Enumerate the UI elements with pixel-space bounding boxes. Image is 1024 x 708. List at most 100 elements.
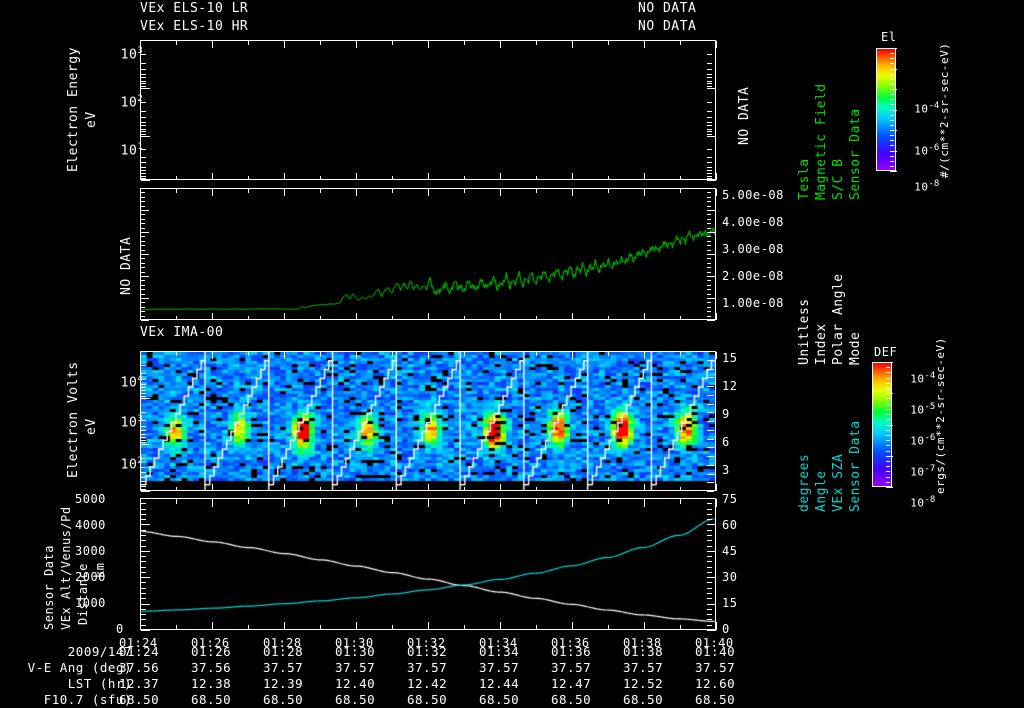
tick-mark xyxy=(141,630,150,631)
tick-mark xyxy=(707,519,712,521)
tick-mark xyxy=(141,267,145,269)
tick-mark xyxy=(141,365,146,367)
xaxis-tick-label: 01:30 xyxy=(335,636,374,650)
tick-mark xyxy=(141,80,146,82)
panel3-right-tick-6: 6 xyxy=(722,435,730,449)
tick-mark xyxy=(141,192,145,194)
tick-mark xyxy=(212,173,213,180)
tick-mark xyxy=(500,499,501,507)
tick-mark xyxy=(707,289,711,291)
tick-mark xyxy=(886,487,893,488)
tick-mark xyxy=(707,131,712,133)
tick-mark xyxy=(886,408,890,410)
tick-mark xyxy=(141,258,145,260)
tick-mark xyxy=(141,320,149,321)
panel4-label-line1: Sensor Data xyxy=(848,420,863,512)
table-row-label: LST (hr) xyxy=(67,676,132,691)
tick-mark xyxy=(248,625,249,630)
tick-mark xyxy=(284,352,285,359)
tick-mark xyxy=(141,373,146,375)
xaxis-tick-label: 01:36 xyxy=(551,636,590,650)
tick-mark xyxy=(141,593,146,595)
tick-mark xyxy=(141,170,146,172)
tick-mark xyxy=(886,372,890,374)
tick-mark xyxy=(392,41,393,45)
panel1-ytick-1: 101 xyxy=(104,126,143,158)
tick-mark xyxy=(141,556,146,558)
panel3-ytick-2: 102 xyxy=(104,440,143,472)
tick-mark xyxy=(320,189,321,193)
tick-mark xyxy=(141,136,150,137)
tick-mark xyxy=(680,487,681,491)
tick-mark xyxy=(141,411,146,413)
tick-mark xyxy=(140,173,141,180)
tick-mark xyxy=(707,403,714,405)
xaxis-tick-label: 01:26 xyxy=(191,636,230,650)
tick-mark xyxy=(716,352,717,359)
tick-mark xyxy=(392,176,393,180)
tick-mark xyxy=(500,173,501,180)
table-cell: 01:24 xyxy=(119,644,160,659)
tick-mark xyxy=(141,480,146,482)
table-cell: 12.38 xyxy=(191,676,232,691)
cb1-t1-base: 10 xyxy=(914,144,929,158)
tick-mark xyxy=(707,173,712,175)
tick-mark xyxy=(890,171,897,172)
tick-mark xyxy=(707,377,714,379)
tick-mark xyxy=(707,577,716,579)
tick-mark xyxy=(141,437,146,439)
panel2-ytick-4: 4.00e-08 xyxy=(722,215,784,229)
tick-mark xyxy=(284,499,285,507)
tick-mark xyxy=(141,68,146,70)
tick-mark xyxy=(141,419,146,421)
tick-mark xyxy=(356,173,357,180)
tick-mark xyxy=(890,68,897,70)
table-cell: 01:30 xyxy=(335,644,376,659)
tick-mark xyxy=(707,192,711,194)
tick-mark xyxy=(464,625,465,630)
table-cell: 37.57 xyxy=(407,660,448,675)
tick-mark xyxy=(141,306,145,308)
table-cell: 12.47 xyxy=(551,676,592,691)
tick-mark xyxy=(707,561,712,563)
tick-mark xyxy=(680,499,681,504)
tick-mark xyxy=(608,316,609,320)
tick-mark xyxy=(176,352,177,356)
colorbar1-ticklabel-2: 10-8 xyxy=(900,163,939,195)
tick-mark xyxy=(141,110,146,112)
tick-mark xyxy=(886,424,893,426)
table-cell: 12.40 xyxy=(335,676,376,691)
tick-mark xyxy=(890,63,894,65)
panel1-plot-frame xyxy=(140,40,716,180)
table-cell: 37.57 xyxy=(695,660,736,675)
tick-mark xyxy=(141,472,146,474)
tick-mark xyxy=(707,177,712,179)
tick-mark xyxy=(141,508,146,510)
tick-mark xyxy=(644,173,645,180)
tick-mark xyxy=(707,351,714,352)
table-cell: 12.52 xyxy=(623,676,664,691)
panel4-right-tick-0: 0 xyxy=(722,622,730,636)
tick-mark xyxy=(680,189,681,193)
tick-mark xyxy=(500,352,501,359)
table-cell: 68.50 xyxy=(335,692,376,707)
tick-mark xyxy=(890,119,894,121)
tick-mark xyxy=(707,513,712,515)
tick-mark xyxy=(320,41,321,45)
table-row-label: 2009/147 xyxy=(67,644,132,659)
tick-mark xyxy=(140,352,141,359)
tick-mark xyxy=(572,189,573,196)
tick-mark xyxy=(707,166,712,168)
table-cell: 68.50 xyxy=(695,692,736,707)
tick-mark xyxy=(500,41,501,48)
tick-mark xyxy=(320,352,321,356)
table-cell: 37.57 xyxy=(263,660,304,675)
p3-t3-exp: 3 xyxy=(137,414,143,424)
xaxis-tick-label: 01:24 xyxy=(119,636,158,650)
table-cell: 01:28 xyxy=(263,644,304,659)
tick-mark xyxy=(248,176,249,180)
tick-mark xyxy=(141,466,146,468)
tick-mark xyxy=(141,271,145,273)
panel2-ytick-2: 2.00e-08 xyxy=(722,269,784,283)
panel1-ylabel-line2: eV xyxy=(84,111,99,128)
